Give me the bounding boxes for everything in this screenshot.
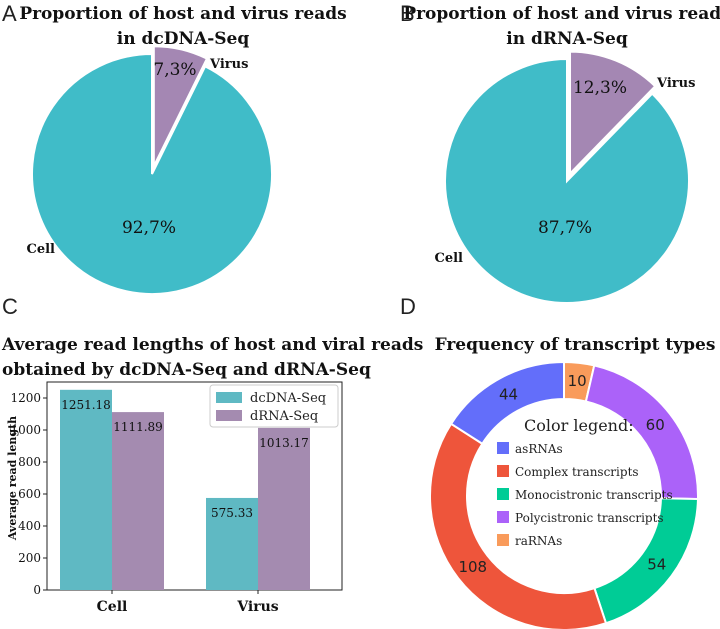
pie-a-slice-cell — [31, 52, 273, 295]
pie-b-title-line-2: in dRNA-Seq — [506, 29, 628, 49]
donut-d-legend: asRNAs Complex transcripts Monocistronic t… — [497, 442, 673, 548]
bar-c-xtick-label: Virus — [236, 599, 278, 615]
donut-d-legend-label: Monocistronic transcripts — [515, 488, 673, 502]
bar-c-xtick-label: Cell — [97, 599, 128, 615]
bar-c-ylabel: Average read length — [6, 416, 19, 541]
donut-d-legend-label: Polycistronic transcripts — [515, 511, 664, 525]
bar-c-legend-swatch — [216, 392, 242, 403]
donut-d-value-label: 108 — [458, 558, 487, 576]
bar-c-legend-label: dRNA-Seq — [250, 409, 318, 424]
pie-b-cell-label: Cell — [435, 251, 464, 266]
bar-c-ytick-label: 0 — [33, 583, 41, 597]
bar-c-data-label: 1251.18 — [61, 398, 111, 412]
panel-a: A Proportion of host and virus reads in … — [2, 1, 347, 295]
donut-d-value-label: 44 — [499, 386, 518, 404]
bar-c-bar-dcdna-seq-cell — [60, 389, 112, 590]
panel-d: D Frequency of transcript types 10605410… — [400, 294, 715, 629]
pie-b-slice-cell — [444, 57, 690, 304]
donut-d-legend-swatch — [497, 442, 509, 454]
donut-d-legend-swatch — [497, 534, 509, 546]
donut-d-title: Frequency of transcript types — [435, 335, 716, 355]
donut-d-slice-complex-transcripts — [429, 422, 608, 629]
donut-d-slice-asrnas — [449, 360, 565, 446]
pie-a-virus-pct: 7,3% — [153, 60, 196, 80]
pie-a-cell-pct: 92,7% — [122, 218, 176, 238]
bar-c-legend-label: dcDNA-Seq — [250, 391, 326, 406]
panel-b: B Proportion of host and virus reads in … — [400, 1, 720, 304]
bar-c-legend: dcDNA-Seq dRNA-Seq — [209, 384, 339, 428]
pie-b-virus-pct: 12,3% — [573, 78, 627, 98]
bar-c-ytick-label: 1000 — [10, 423, 41, 437]
donut-d-value-label: 54 — [647, 556, 666, 574]
pie-b-virus-label: Virus — [656, 76, 695, 91]
bar-c-ytick-label: 600 — [18, 487, 41, 501]
bar-c-bar-dcdna-seq-virus — [206, 497, 258, 590]
pie-b-slice-virus — [569, 50, 657, 177]
donut-d-legend-label: raRNAs — [515, 534, 562, 548]
bar-c-title-line-2: obtained by dcDNA-Seq and dRNA-Seq — [2, 360, 371, 380]
donut-d-legend-swatch — [497, 488, 509, 500]
bar-c-data-label: 575.33 — [211, 506, 253, 520]
pie-b-title-line-1: Proportion of host and virus reads — [403, 4, 720, 24]
panel-letter-b: B — [400, 1, 415, 26]
bar-c-frame — [46, 381, 343, 591]
donut-d-legend-title: Color legend: — [524, 416, 634, 435]
bar-c-plot: 0 200 400 600 800 1000 1200 1251.18 575.33 1111.8… — [10, 381, 343, 615]
panel-c: C Average read lengths of host and viral… — [1, 294, 423, 615]
pie-a-title-line-2: in dcDNA-Seq — [117, 29, 250, 49]
donut-d-legend-swatch — [497, 465, 509, 477]
donut-d-legend-label: Complex transcripts — [515, 465, 639, 479]
donut-d-value-label: 10 — [568, 372, 587, 390]
bar-c-ytick-label: 400 — [18, 519, 41, 533]
panel-letter-a: A — [2, 1, 17, 26]
bar-c-ytick-label: 800 — [18, 455, 41, 469]
bar-c-data-label: 1013.17 — [259, 436, 309, 450]
bar-c-ytick-label: 1200 — [10, 391, 41, 405]
donut-d-legend-swatch — [497, 511, 509, 523]
pie-a-slice-virus — [152, 45, 209, 167]
panel-letter-d: D — [400, 294, 416, 319]
pie-a-slices — [31, 45, 273, 295]
donut-d-value-label: 60 — [646, 416, 665, 434]
bar-c-legend-swatch — [216, 410, 242, 421]
pie-b-cell-pct: 87,7% — [538, 218, 592, 238]
pie-a-cell-label: Cell — [27, 242, 56, 257]
pie-a-title-line-1: Proportion of host and virus reads — [19, 4, 346, 24]
panel-letter-c: C — [2, 294, 18, 319]
bar-c-bar-drna-seq-virus — [258, 427, 310, 590]
bar-c-ytick-label: 200 — [18, 551, 41, 565]
pie-a-virus-label: Virus — [209, 57, 248, 72]
donut-d-slices: 10 60 54 108 44 — [429, 360, 699, 629]
donut-d-legend-label: asRNAs — [515, 442, 563, 456]
pie-b-slices — [444, 50, 690, 304]
bar-c-data-label: 1111.89 — [113, 420, 163, 434]
bar-c-bar-drna-seq-cell — [112, 412, 164, 590]
bar-c-title-line-1: Average read lengths of host and viral r… — [1, 335, 423, 355]
